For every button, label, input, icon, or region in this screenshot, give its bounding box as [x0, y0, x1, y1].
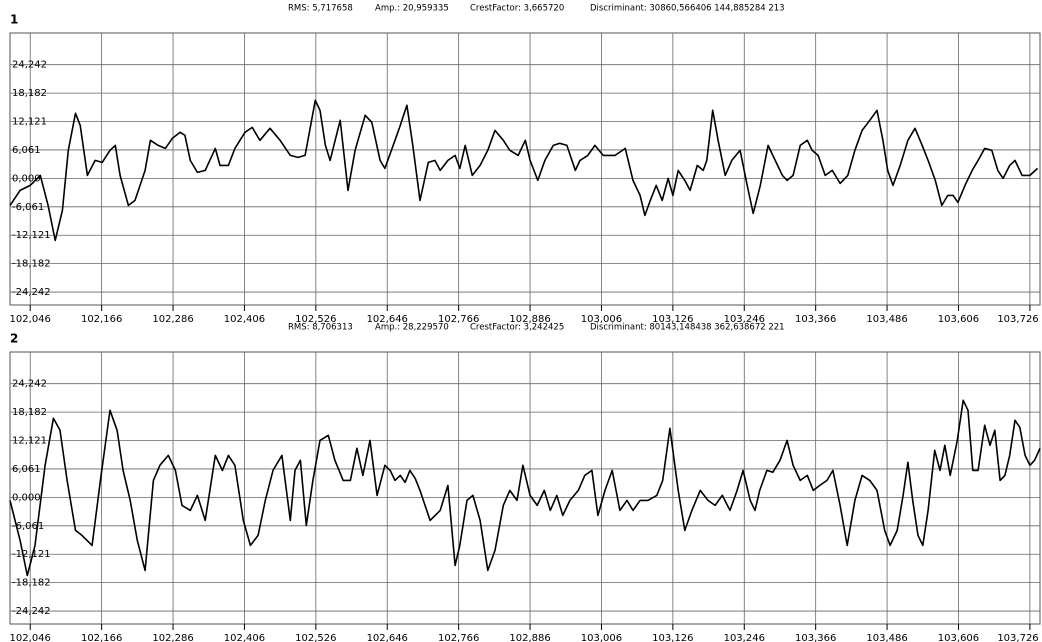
x-tick-label: 102,766 — [438, 314, 479, 325]
x-tick-label: 102,166 — [81, 314, 122, 325]
y-tick-label: 18,182 — [12, 88, 47, 99]
x-tick-label: 102,286 — [152, 633, 193, 642]
y-tick-label: -24,242 — [12, 287, 51, 298]
stat-text: Amp.: 20,959335 — [375, 4, 449, 14]
x-tick-label: 103,366 — [795, 314, 836, 325]
x-tick-label: 102,406 — [224, 633, 265, 642]
stat-text: CrestFactor: 3,665720 — [470, 4, 564, 14]
y-tick-label: 12,121 — [12, 117, 47, 128]
y-tick-label: 6,061 — [12, 464, 41, 475]
y-tick-label: -24,242 — [12, 606, 51, 617]
x-tick-label: 102,286 — [152, 314, 193, 325]
y-tick-label: -6,061 — [12, 521, 44, 532]
x-tick-label: 102,166 — [81, 633, 122, 642]
stat-text: CrestFactor: 3,242425 — [470, 323, 564, 333]
x-tick-label: 102,046 — [10, 633, 51, 642]
x-tick-label: 103,726 — [997, 314, 1038, 325]
plot-frame — [9, 351, 1041, 625]
x-tick-label: 103,006 — [581, 633, 622, 642]
y-tick-label: -6,061 — [12, 202, 44, 213]
y-tick-label: -12,121 — [12, 549, 51, 560]
x-tick-label: 103,126 — [652, 633, 693, 642]
y-tick-label: 6,061 — [12, 145, 41, 156]
signal-line — [9, 399, 1041, 577]
y-tick-label: 18,182 — [12, 407, 47, 418]
x-tick-label: 103,246 — [724, 633, 765, 642]
x-tick-label: 102,646 — [367, 633, 408, 642]
y-tick-label: 12,121 — [12, 436, 47, 447]
x-tick-label: 103,126 — [652, 314, 693, 325]
y-tick-label: 24,242 — [12, 60, 47, 71]
x-tick-label: 102,886 — [509, 633, 550, 642]
stat-text: Discriminant: 80143,148438 362,638672 22… — [590, 323, 785, 333]
panel-title: 2 — [10, 332, 18, 346]
x-tick-label: 103,606 — [938, 314, 979, 325]
x-tick-label: 103,246 — [724, 314, 765, 325]
stat-text: RMS: 8,706313 — [288, 323, 353, 333]
stat-text: RMS: 5,717658 — [288, 4, 353, 14]
x-tick-label: 102,766 — [438, 633, 479, 642]
stat-text: Discriminant: 30860,566406 144,885284 21… — [590, 4, 785, 14]
y-tick-label: -18,182 — [12, 259, 51, 270]
signal-line — [9, 99, 1039, 242]
x-tick-label: 102,406 — [224, 314, 265, 325]
x-tick-label: 102,646 — [367, 314, 408, 325]
y-tick-label: 0,000 — [12, 173, 41, 184]
x-tick-label: 103,606 — [938, 633, 979, 642]
stat-text: Amp.: 28,229570 — [375, 323, 449, 333]
x-tick-label: 103,006 — [581, 314, 622, 325]
y-tick-label: 24,242 — [12, 379, 47, 390]
x-tick-label: 103,486 — [866, 633, 907, 642]
y-tick-label: -18,182 — [12, 578, 51, 589]
panel-title: 1 — [10, 13, 18, 27]
x-tick-label: 102,526 — [295, 314, 336, 325]
plot-frame — [9, 32, 1041, 306]
x-tick-label: 102,526 — [295, 633, 336, 642]
x-tick-label: 103,726 — [997, 633, 1038, 642]
x-tick-label: 102,046 — [10, 314, 51, 325]
y-tick-label: -12,121 — [12, 230, 51, 241]
x-tick-label: 103,486 — [866, 314, 907, 325]
x-tick-label: 103,366 — [795, 633, 836, 642]
x-tick-label: 102,886 — [509, 314, 550, 325]
y-tick-label: 0,000 — [12, 492, 41, 503]
